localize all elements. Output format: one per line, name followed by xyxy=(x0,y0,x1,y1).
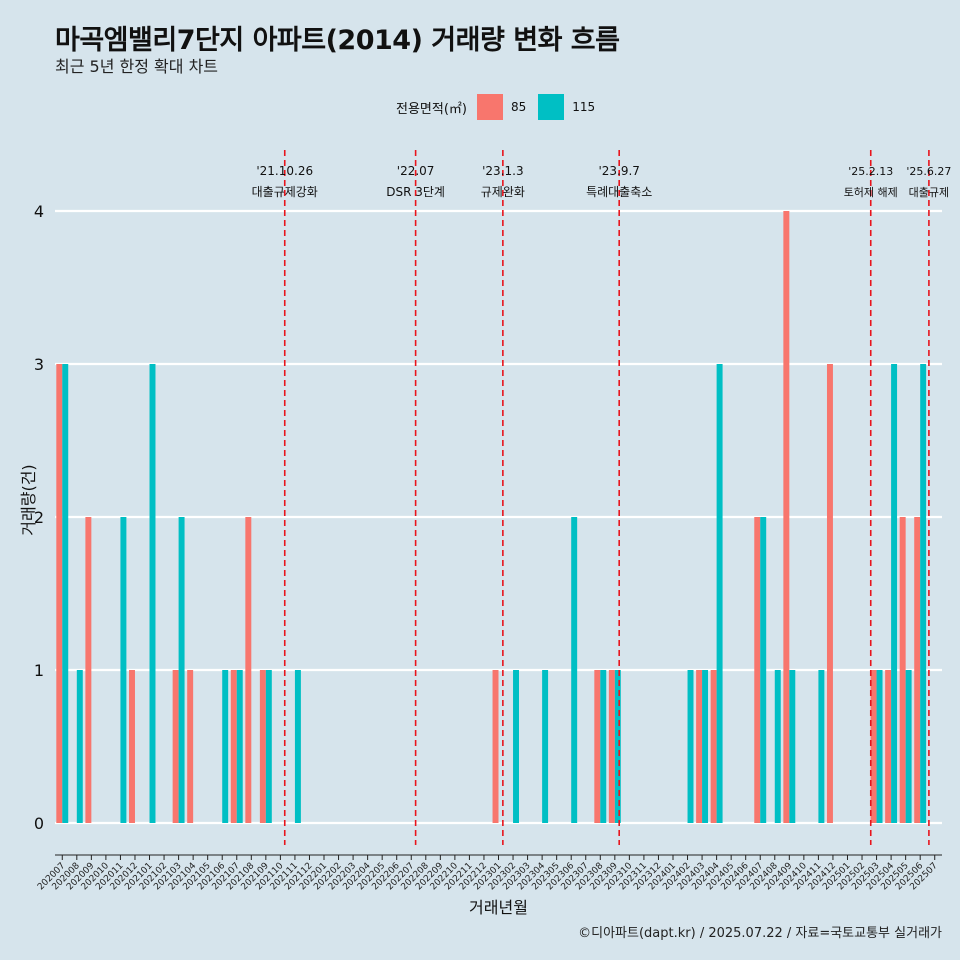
bar-85-202409 xyxy=(783,211,790,823)
bar-85-202504 xyxy=(885,670,892,823)
bar-115-202302 xyxy=(513,670,520,823)
bar-85-202412 xyxy=(826,364,833,823)
bar-85-202009 xyxy=(85,517,92,823)
bar-115-202411 xyxy=(818,670,825,823)
source-caption: ©디아파트(dapt.kr) / 2025.07.22 / 자료=국토교통부 실… xyxy=(578,926,942,941)
event-date-label: '25.2.13 xyxy=(848,165,893,178)
bar-115-202308 xyxy=(600,670,607,823)
chart-title: 마곡엠밸리7단지 아파트(2014) 거래량 변화 흐름 xyxy=(55,25,620,56)
bar-85-202309 xyxy=(608,670,615,823)
bar-85-202407 xyxy=(754,517,761,823)
event-name-label: 대출규제 xyxy=(909,186,949,199)
legend-swatch-85 xyxy=(476,94,503,120)
legend-label-85: 85 xyxy=(510,100,527,114)
bar-115-202505 xyxy=(905,670,912,823)
bar-85-202109 xyxy=(259,670,266,823)
bar-115-202503 xyxy=(876,670,883,823)
bar-85-202007 xyxy=(56,364,63,823)
bar-115-202506 xyxy=(920,364,927,823)
event-date-label: '22.07 xyxy=(397,164,435,178)
bar-115-202504 xyxy=(891,364,898,823)
bar-85-202308 xyxy=(594,670,601,823)
bar-115-202407 xyxy=(760,517,767,823)
y-tick-label: 3 xyxy=(34,355,44,374)
bar-85-202403 xyxy=(696,670,703,823)
bar-85-202103 xyxy=(172,670,179,823)
legend-title: 전용면적(㎡) xyxy=(396,101,467,117)
event-name-label: 토허제 해제 xyxy=(844,185,898,199)
x-axis-title: 거래년월 xyxy=(469,898,528,917)
bar-115-202306 xyxy=(571,517,578,823)
y-tick-label: 4 xyxy=(34,202,44,221)
bar-115-202409 xyxy=(789,670,796,823)
legend: 전용면적(㎡) 85 115 xyxy=(396,94,607,120)
bar-115-202101 xyxy=(149,364,156,823)
event-name-label: DSR 3단계 xyxy=(386,185,445,199)
bar-85-202104 xyxy=(187,670,194,823)
bar-85-202503 xyxy=(870,670,877,823)
legend-label-115: 115 xyxy=(572,100,596,114)
event-name-label: 대출규제강화 xyxy=(252,185,318,199)
bar-115-202304 xyxy=(542,670,549,823)
y-axis-title: 거래량(건) xyxy=(19,464,38,535)
event-name-label: 규제완화 xyxy=(481,185,525,199)
bar-115-202007 xyxy=(62,364,69,823)
bar-115-202403 xyxy=(702,670,709,823)
y-tick-label: 1 xyxy=(34,661,44,680)
event-date-label: '25.6.27 xyxy=(906,165,951,178)
bar-85-202107 xyxy=(230,670,237,823)
bar-85-202108 xyxy=(245,517,252,823)
bar-115-202408 xyxy=(774,670,781,823)
event-date-label: '21.10.26 xyxy=(256,164,313,178)
bar-85-202505 xyxy=(899,517,906,823)
y-tick-label: 0 xyxy=(34,814,44,833)
bar-115-202109 xyxy=(265,670,272,823)
y-tick-label: 2 xyxy=(34,508,44,527)
chart-subtitle: 최근 5년 한정 확대 차트 xyxy=(55,57,219,76)
bar-115-202107 xyxy=(236,670,243,823)
bar-85-202012 xyxy=(129,670,135,823)
event-name-label: 특례대출축소 xyxy=(586,185,652,199)
bar-115-202008 xyxy=(76,670,83,823)
bar-85-202301 xyxy=(492,670,499,823)
bar-115-202106 xyxy=(222,670,229,823)
bar-85-202404 xyxy=(710,670,717,823)
bar-115-202011 xyxy=(120,517,127,823)
legend-swatch-115 xyxy=(538,94,565,120)
bar-85-202506 xyxy=(914,517,921,823)
event-date-label: '23.1.3 xyxy=(482,164,523,178)
bar-115-202402 xyxy=(687,670,694,823)
bar-115-202103 xyxy=(178,517,185,823)
bar-115-202404 xyxy=(716,364,723,823)
event-date-label: '23.9.7 xyxy=(598,164,639,178)
bar-115-202111 xyxy=(294,670,301,823)
bar-115-202309 xyxy=(614,670,621,823)
